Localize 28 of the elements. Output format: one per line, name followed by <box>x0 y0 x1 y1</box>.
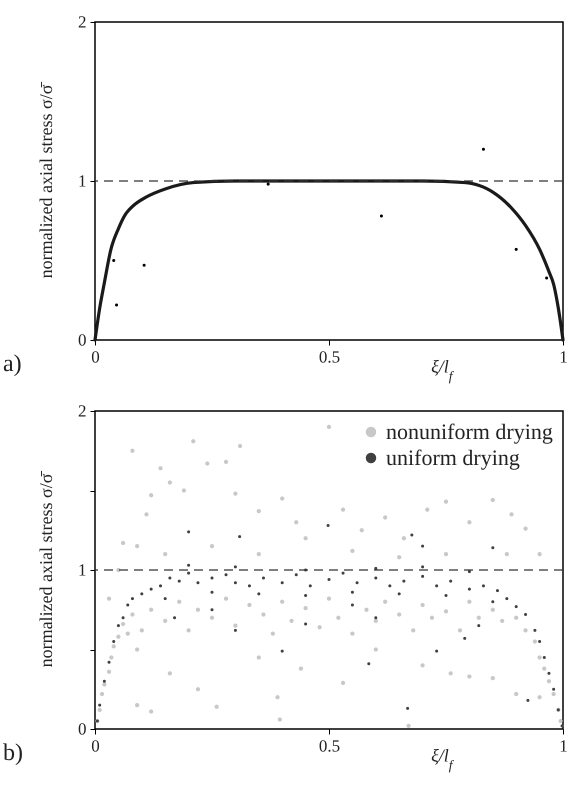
text: a) <box>3 351 22 377</box>
y-tick-label: 0 <box>78 330 86 350</box>
x-tick-label: 0 <box>91 736 100 756</box>
legend-label: nonuniform drying <box>386 419 553 444</box>
point <box>482 148 485 151</box>
y-axis-title: normalized axial stress σ/σ̄ <box>36 470 56 668</box>
legend-label: uniform drying <box>386 445 520 470</box>
point <box>514 248 518 251</box>
point <box>142 264 146 267</box>
x-tick-label: 1 <box>559 348 568 366</box>
text: b) <box>3 740 23 766</box>
y-tick-label: 1 <box>78 560 86 580</box>
y-axis-title: normalized axial stress σ/σ̄ <box>36 82 56 278</box>
point <box>545 276 548 280</box>
point <box>266 182 270 186</box>
x-tick-label: 0.5 <box>318 348 340 366</box>
y-tick-label: 2 <box>78 402 86 420</box>
x-tick-label: 0.5 <box>318 736 340 756</box>
x-tick-label: 1 <box>559 736 568 756</box>
y-tick-label: 1 <box>78 172 86 190</box>
point <box>112 259 116 262</box>
y-tick-label: 0 <box>78 720 86 738</box>
x-axis-title: ξ/l$_{f}$ <box>431 356 455 383</box>
point <box>380 214 383 218</box>
y-tick-label: 2 <box>78 12 86 32</box>
x-tick-label: 0 <box>91 348 100 366</box>
point <box>115 304 118 307</box>
x-axis-title: ξ/l$_{f}$ <box>431 746 455 772</box>
